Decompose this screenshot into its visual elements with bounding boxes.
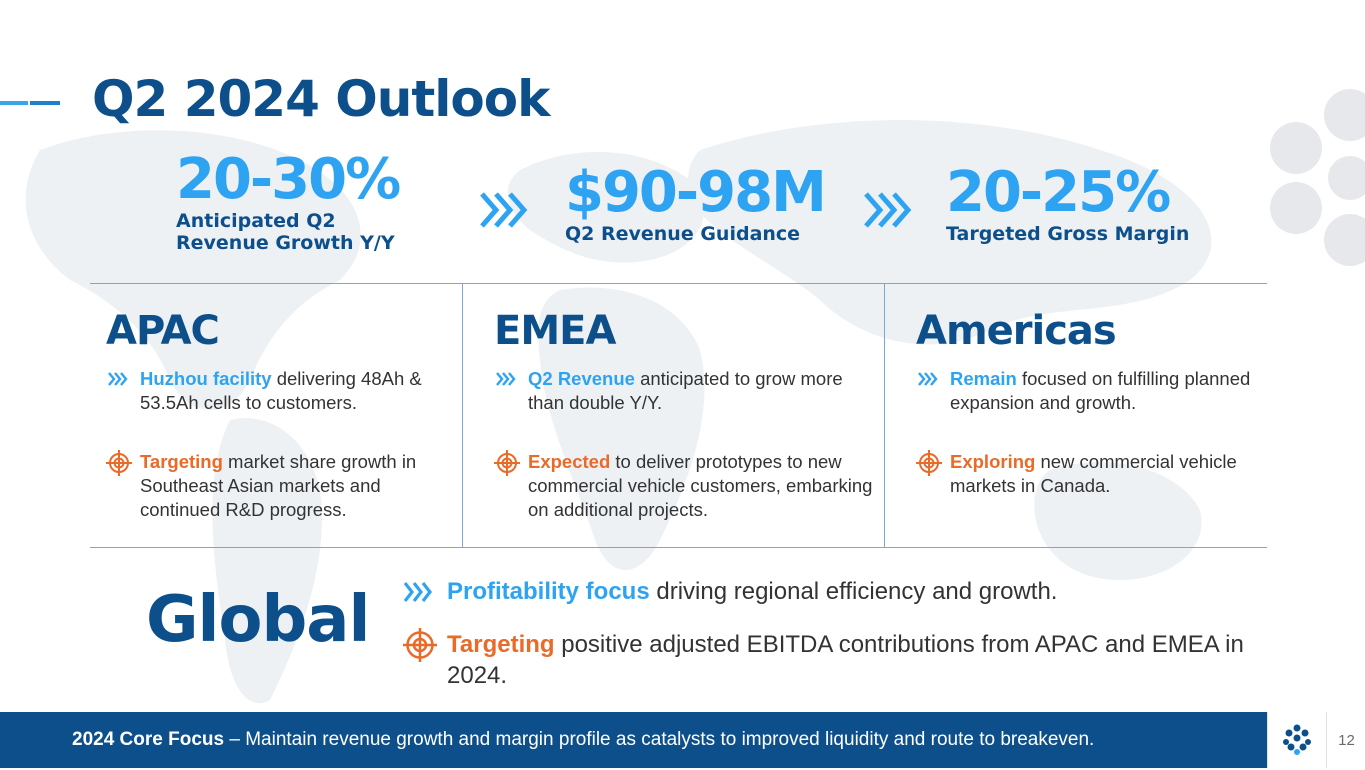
triple-chevron-icon: [918, 372, 938, 386]
footer-bar: 2024 Core Focus – Maintain revenue growt…: [0, 712, 1267, 768]
kpi-revenue-growth: 20-30% Anticipated Q2 Revenue Growth Y/Y: [176, 147, 456, 255]
bullet-highlight: Profitability focus: [447, 578, 650, 605]
kpi-gross-margin: 20-25% Targeted Gross Margin: [946, 160, 1236, 246]
divider: [462, 284, 463, 547]
region-title: EMEA: [494, 308, 616, 354]
bullet-highlight: Q2 Revenue: [528, 368, 635, 389]
kpi-label: Anticipated Q2 Revenue Growth Y/Y: [176, 210, 395, 254]
region-bullet: Expected to deliver prototypes to new co…: [494, 450, 874, 522]
region-bullet: Huzhou facility delivering 48Ah & 53.5Ah…: [106, 367, 451, 415]
bullet-highlight: Targeting: [140, 451, 223, 472]
bullet-text: focused on fulfilling planned expansion …: [950, 368, 1251, 413]
target-icon: [494, 450, 520, 476]
region-americas: Americas Remain focused on fulfilling pl…: [916, 305, 1261, 498]
global-title: Global: [146, 583, 370, 657]
kpi-value: 20-25%: [946, 160, 1171, 225]
target-icon: [916, 450, 942, 476]
region-bullet: Targeting market share growth in Southea…: [106, 450, 451, 522]
footer-body: – Maintain revenue growth and margin pro…: [224, 729, 1095, 750]
region-bullet: Q2 Revenue anticipated to grow more than…: [494, 367, 874, 415]
kpi-label: Targeted Gross Margin: [946, 223, 1190, 245]
divider: [90, 283, 1267, 284]
triple-chevron-icon: [496, 372, 516, 386]
global-bullet: Profitability focus driving regional eff…: [402, 576, 1262, 607]
company-logo-icon: [1283, 724, 1311, 755]
region-title: APAC: [106, 308, 220, 354]
title-accent-bar: [30, 101, 60, 105]
footer-bold: 2024 Core Focus: [72, 729, 225, 750]
bullet-highlight: Targeting: [447, 631, 555, 658]
region-emea: EMEA Q2 Revenue anticipated to grow more…: [494, 305, 874, 522]
target-icon: [403, 628, 437, 662]
region-apac: APAC Huzhou facility delivering 48Ah & 5…: [106, 305, 451, 522]
triple-chevron-icon: [864, 192, 912, 228]
bullet-highlight: Exploring: [950, 451, 1036, 472]
kpi-label: Q2 Revenue Guidance: [565, 223, 801, 245]
kpi-value: $90-98M: [565, 160, 827, 225]
global-bullets: Profitability focus driving regional eff…: [402, 576, 1262, 691]
bullet-text: market share growth in Southeast Asian m…: [140, 451, 417, 520]
logo-box: [1267, 712, 1326, 768]
bullet-text: delivering 48Ah & 53.5Ah cells to custom…: [140, 368, 422, 413]
bullet-highlight: Remain: [950, 368, 1017, 389]
kpi-revenue-guidance: $90-98M Q2 Revenue Guidance: [565, 160, 855, 246]
divider: [90, 547, 1267, 548]
bullet-text: positive adjusted EBITDA contributions f…: [447, 631, 1244, 689]
bullet-highlight: Expected: [528, 451, 611, 472]
bullet-highlight: Huzhou facility: [140, 368, 272, 389]
triple-chevron-icon: [480, 192, 528, 228]
bullet-text: new commercial vehicle markets in Canada…: [950, 451, 1237, 496]
page-title: Q2 2024 Outlook: [92, 70, 550, 128]
bullet-text: to deliver prototypes to new commercial …: [528, 451, 873, 520]
bullet-text: anticipated to grow more than double Y/Y…: [528, 368, 843, 413]
global-bullet: Targeting positive adjusted EBITDA contr…: [402, 628, 1262, 691]
page-number: 12: [1326, 712, 1365, 768]
region-bullet: Remain focused on fulfilling planned exp…: [916, 367, 1261, 415]
triple-chevron-icon: [403, 582, 433, 602]
divider: [884, 284, 885, 547]
title-accent-bar: [0, 101, 28, 105]
kpi-value: 20-30%: [176, 147, 401, 212]
footer-text: 2024 Core Focus – Maintain revenue growt…: [72, 712, 1094, 768]
bullet-text: driving regional efficiency and growth.: [649, 578, 1058, 605]
world-map-background: [25, 89, 1365, 704]
triple-chevron-icon: [108, 372, 128, 386]
region-bullet: Exploring new commercial vehicle markets…: [916, 450, 1261, 498]
target-icon: [106, 450, 132, 476]
region-title: Americas: [916, 308, 1117, 354]
